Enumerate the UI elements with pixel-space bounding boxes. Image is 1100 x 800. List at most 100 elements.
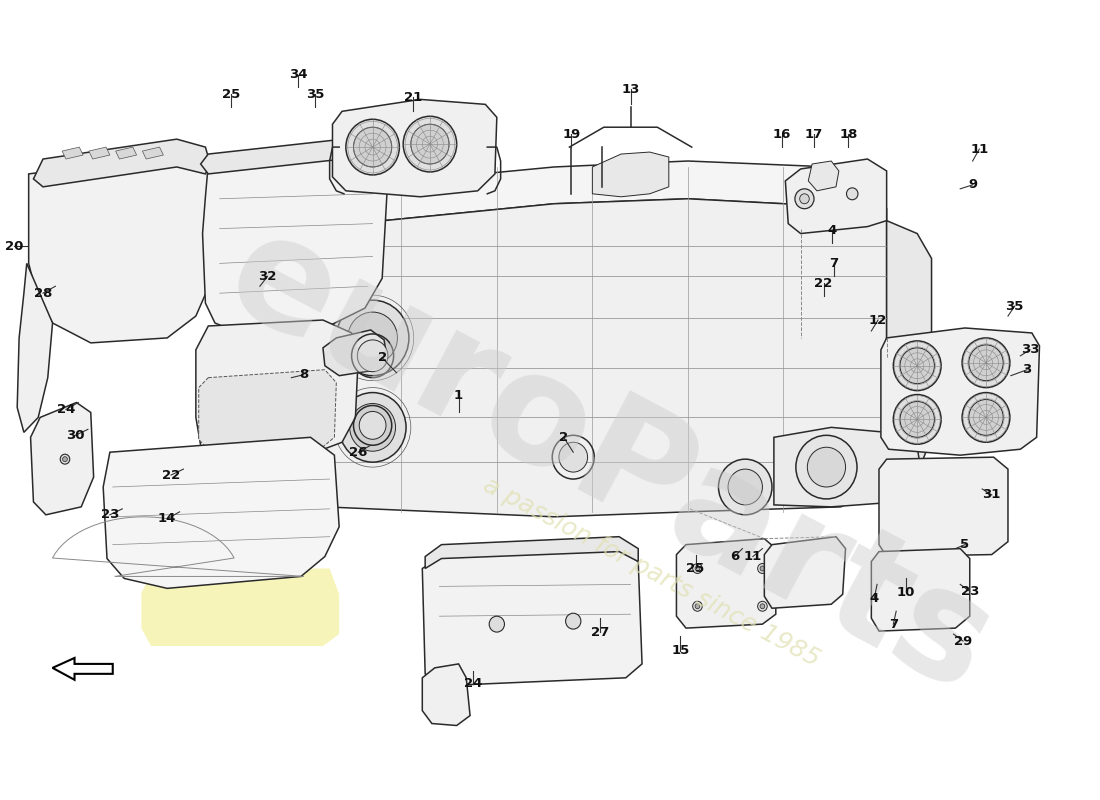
Circle shape xyxy=(60,454,69,464)
Circle shape xyxy=(695,566,700,571)
Text: 4: 4 xyxy=(827,224,837,237)
Polygon shape xyxy=(89,147,110,159)
Polygon shape xyxy=(142,569,339,646)
Polygon shape xyxy=(323,330,387,376)
Text: 4: 4 xyxy=(870,592,879,605)
Text: euroParts: euroParts xyxy=(202,198,1016,725)
Polygon shape xyxy=(62,147,84,159)
Polygon shape xyxy=(199,370,337,452)
Circle shape xyxy=(410,124,449,164)
Polygon shape xyxy=(200,137,392,174)
Text: 8: 8 xyxy=(299,368,308,381)
Text: 24: 24 xyxy=(464,678,482,690)
Text: 11: 11 xyxy=(970,142,989,155)
Polygon shape xyxy=(422,549,642,686)
Text: 35: 35 xyxy=(306,88,324,101)
Text: 35: 35 xyxy=(1005,300,1024,313)
Text: 30: 30 xyxy=(66,429,85,442)
Text: 1: 1 xyxy=(454,389,463,402)
Text: 31: 31 xyxy=(982,489,1001,502)
Circle shape xyxy=(693,563,702,574)
Text: 3: 3 xyxy=(1023,363,1032,376)
Text: 29: 29 xyxy=(954,634,972,647)
Text: 2: 2 xyxy=(377,351,387,364)
Circle shape xyxy=(969,399,1003,435)
Text: 15: 15 xyxy=(671,645,690,658)
Circle shape xyxy=(404,116,456,172)
Circle shape xyxy=(962,338,1010,388)
Text: 33: 33 xyxy=(1021,343,1040,356)
Text: 9: 9 xyxy=(968,178,977,191)
Circle shape xyxy=(360,411,386,439)
Text: 10: 10 xyxy=(896,586,915,599)
Circle shape xyxy=(63,457,67,462)
Circle shape xyxy=(760,604,764,609)
Text: 27: 27 xyxy=(591,626,609,638)
Text: 28: 28 xyxy=(34,286,52,300)
Text: 11: 11 xyxy=(744,550,762,563)
Circle shape xyxy=(350,403,396,451)
Text: 22: 22 xyxy=(162,469,180,482)
Polygon shape xyxy=(31,402,94,515)
Circle shape xyxy=(718,459,772,515)
Circle shape xyxy=(893,394,942,444)
Polygon shape xyxy=(33,139,210,187)
Circle shape xyxy=(358,340,388,372)
Circle shape xyxy=(900,402,934,438)
Circle shape xyxy=(900,348,934,384)
Polygon shape xyxy=(676,538,776,628)
Polygon shape xyxy=(764,537,846,608)
Text: 7: 7 xyxy=(889,618,898,630)
Text: 13: 13 xyxy=(621,83,640,96)
Circle shape xyxy=(847,188,858,200)
Circle shape xyxy=(962,393,1010,442)
Text: 24: 24 xyxy=(57,403,75,416)
Text: 21: 21 xyxy=(404,91,422,104)
Text: 7: 7 xyxy=(829,257,838,270)
Polygon shape xyxy=(29,154,214,343)
Circle shape xyxy=(559,442,587,472)
Text: 2: 2 xyxy=(559,430,569,444)
Polygon shape xyxy=(202,154,387,336)
Circle shape xyxy=(339,393,406,462)
Circle shape xyxy=(728,469,762,505)
Polygon shape xyxy=(426,537,638,569)
Circle shape xyxy=(969,345,1003,381)
Text: 34: 34 xyxy=(289,68,307,81)
Text: 12: 12 xyxy=(869,314,888,326)
Text: 19: 19 xyxy=(562,128,581,141)
Circle shape xyxy=(353,127,392,167)
Text: 23: 23 xyxy=(101,508,119,522)
Polygon shape xyxy=(593,152,669,197)
Polygon shape xyxy=(879,457,1008,557)
Circle shape xyxy=(490,616,505,632)
Circle shape xyxy=(795,189,814,209)
Text: 25: 25 xyxy=(222,88,240,101)
Polygon shape xyxy=(53,658,112,680)
Polygon shape xyxy=(332,99,497,197)
Text: 6: 6 xyxy=(730,550,739,563)
Text: 23: 23 xyxy=(960,585,979,598)
Circle shape xyxy=(758,602,767,611)
Circle shape xyxy=(796,435,857,499)
Polygon shape xyxy=(871,549,970,631)
Circle shape xyxy=(337,300,409,376)
Polygon shape xyxy=(304,198,887,517)
Polygon shape xyxy=(422,664,470,726)
Text: 20: 20 xyxy=(6,240,23,253)
Polygon shape xyxy=(196,320,359,457)
Polygon shape xyxy=(304,161,887,229)
Polygon shape xyxy=(785,159,887,234)
Polygon shape xyxy=(116,147,136,159)
Polygon shape xyxy=(887,221,932,487)
Circle shape xyxy=(800,194,810,204)
Text: 17: 17 xyxy=(805,128,823,141)
Text: 14: 14 xyxy=(158,512,176,526)
Polygon shape xyxy=(881,328,1040,455)
Polygon shape xyxy=(142,147,164,159)
Text: 16: 16 xyxy=(772,128,791,141)
Circle shape xyxy=(693,602,702,611)
Text: 22: 22 xyxy=(814,277,833,290)
Circle shape xyxy=(760,566,764,571)
Polygon shape xyxy=(774,427,922,507)
